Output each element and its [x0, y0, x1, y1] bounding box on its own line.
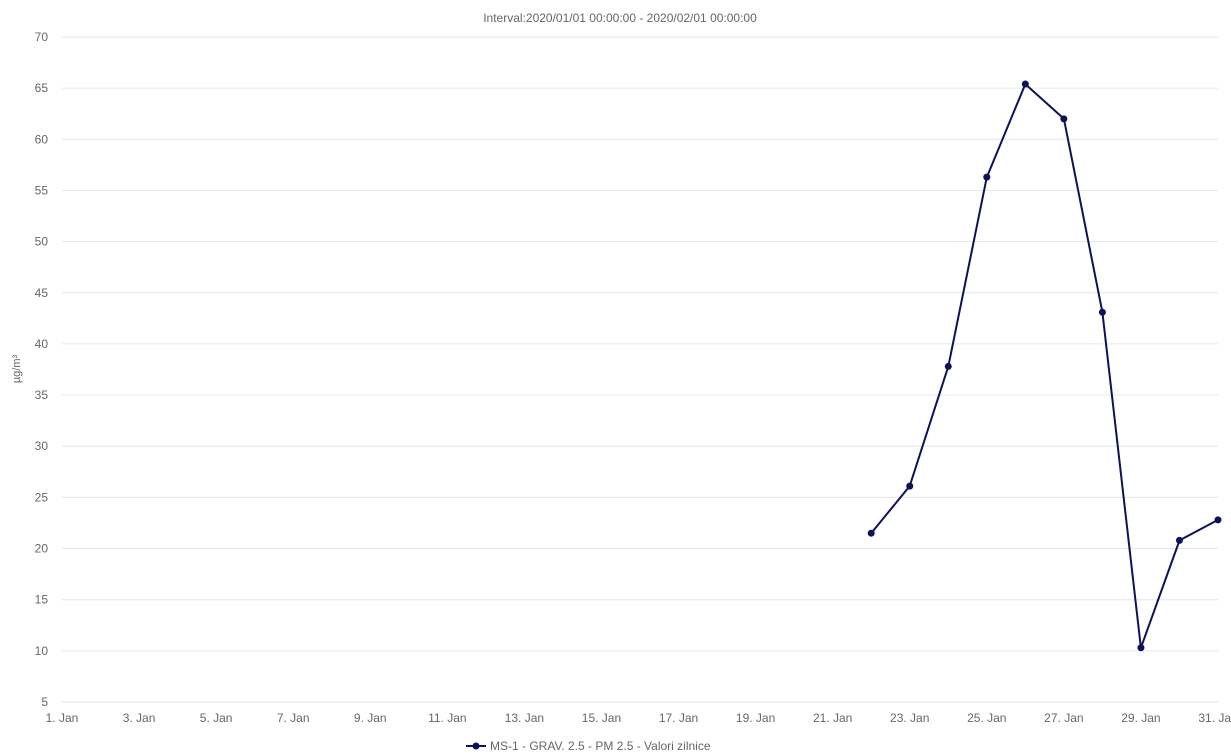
- data-point[interactable]: [1060, 115, 1068, 123]
- x-tick-label: 1. Jan: [46, 711, 79, 725]
- y-tick-label: 70: [35, 30, 49, 44]
- y-tick-label: 55: [35, 183, 49, 197]
- x-tick-label: 25. Jan: [967, 711, 1006, 725]
- y-tick-label: 30: [35, 439, 49, 453]
- y-tick-label: 50: [35, 235, 49, 249]
- y-axis-ticks: 5 10 15 20 25 30 35 40 45 50 55 60 65 70: [35, 30, 49, 709]
- x-tick-label: 27. Jan: [1044, 711, 1083, 725]
- chart-subtitle: Interval:2020/01/01 00:00:00 - 2020/02/0…: [483, 11, 757, 25]
- series-line: [870, 83, 1219, 649]
- gridlines: [62, 36, 1218, 703]
- y-tick-label: 60: [35, 132, 49, 146]
- x-axis-ticks: 1. Jan 3. Jan 5. Jan 7. Jan 9. Jan 11. Jan 13.…: [46, 711, 1231, 725]
- y-tick-label: 65: [35, 81, 49, 95]
- y-tick-label: 40: [35, 337, 49, 351]
- data-point[interactable]: [1214, 516, 1222, 524]
- data-point[interactable]: [1137, 644, 1145, 652]
- series-layer: [867, 80, 1222, 652]
- y-tick-label: 25: [35, 490, 49, 504]
- legend[interactable]: MS-1 - GRAV. 2.5 - PM 2.5 - Valori zilni…: [466, 739, 711, 753]
- y-tick-label: 20: [35, 542, 49, 556]
- data-point[interactable]: [1175, 536, 1183, 544]
- y-tick-label: 5: [41, 695, 48, 709]
- data-point[interactable]: [867, 529, 875, 537]
- x-tick-label: 3. Jan: [123, 711, 156, 725]
- y-tick-label: 45: [35, 286, 49, 300]
- x-tick-label: 21. Jan: [813, 711, 852, 725]
- data-point[interactable]: [1098, 308, 1106, 316]
- legend-label: MS-1 - GRAV. 2.5 - PM 2.5 - Valori zilni…: [490, 739, 711, 753]
- x-tick-label: 7. Jan: [277, 711, 310, 725]
- x-tick-label: 31. Jan: [1198, 711, 1231, 725]
- legend-point-marker: [472, 742, 480, 750]
- x-tick-label: 5. Jan: [200, 711, 233, 725]
- x-tick-label: 29. Jan: [1121, 711, 1160, 725]
- x-tick-label: 17. Jan: [659, 711, 698, 725]
- data-point[interactable]: [983, 173, 991, 181]
- x-tick-label: 9. Jan: [354, 711, 387, 725]
- y-axis-title: µg/m³: [11, 354, 23, 383]
- data-point[interactable]: [906, 482, 914, 490]
- data-point[interactable]: [1021, 80, 1029, 88]
- x-tick-label: 15. Jan: [582, 711, 621, 725]
- y-tick-label: 10: [35, 644, 49, 658]
- x-tick-label: 19. Jan: [736, 711, 775, 725]
- x-tick-label: 11. Jan: [428, 711, 466, 725]
- data-point[interactable]: [944, 362, 952, 370]
- x-tick-label: 13. Jan: [505, 711, 544, 725]
- y-tick-label: 35: [35, 388, 49, 402]
- y-tick-label: 15: [35, 593, 49, 607]
- x-tick-label: 23. Jan: [890, 711, 929, 725]
